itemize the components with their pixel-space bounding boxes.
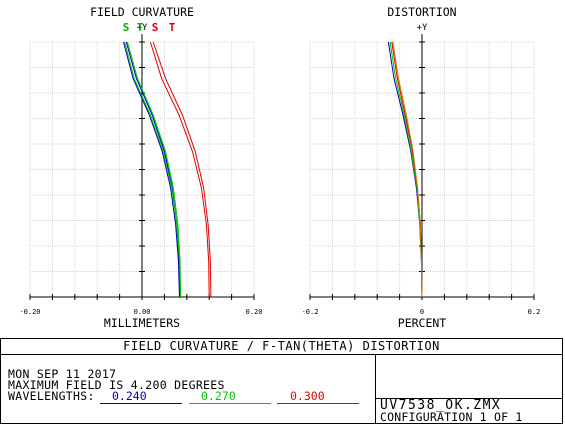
dist-x-tick-label: 0 <box>420 308 424 316</box>
legend-t-label: T <box>169 21 176 34</box>
fc-x-tick-label: -0.20 <box>19 308 40 316</box>
info-divider <box>375 354 376 424</box>
distortion-plot: -0.2 0 0.2 DISTORTION PERCENT +Y <box>302 5 541 330</box>
legend-s-label: S <box>152 21 159 34</box>
fc-series-line <box>152 41 212 298</box>
configuration-text: CONFIGURATION 1 OF 1 <box>380 410 523 424</box>
fc-x-tick-label: 0.00 <box>134 308 151 316</box>
wavelength-3: 0.300 <box>290 389 325 403</box>
legend-t-label: T <box>137 21 144 34</box>
wavelength-2-line <box>189 403 271 404</box>
dist-y-axis-label: +Y <box>417 23 428 33</box>
info-panel: FIELD CURVATURE / F-TAN(THETA) DISTORTIO… <box>0 338 563 424</box>
info-title: FIELD CURVATURE / F-TAN(THETA) DISTORTIO… <box>1 339 562 355</box>
dist-x-tick-label: 0.2 <box>528 308 541 316</box>
fc-series-line <box>149 41 210 298</box>
fc-y-axis-label: +Y <box>137 23 148 33</box>
dist-title: DISTORTION <box>387 5 456 19</box>
filename-box: UV7538_OK.ZMX CONFIGURATION 1 OF 1 <box>376 398 563 424</box>
fc-x-tick-label: 0.20 <box>246 308 263 316</box>
wavelength-3-line <box>277 403 359 404</box>
wavelength-2: 0.270 <box>201 389 236 403</box>
fc-series-line <box>126 41 182 298</box>
date-text: MON SEP 11 2017 <box>8 367 117 381</box>
filename-text: UV7538_OK.ZMX <box>380 398 502 413</box>
dist-x-tick-label: -0.2 <box>302 308 319 316</box>
wavelength-1-line <box>100 403 182 404</box>
fc-series-line <box>124 41 182 298</box>
fc-x-label: MILLIMETERS <box>104 316 180 330</box>
wavelengths-label: WAVELENGTHS: <box>8 389 95 403</box>
filename-rule <box>376 398 563 399</box>
wavelength-1: 0.240 <box>112 389 147 403</box>
fc-title: FIELD CURVATURE <box>90 5 194 19</box>
fc-series-line <box>123 41 181 298</box>
dist-series-line <box>392 41 423 298</box>
field-curvature-plot: -0.20 0.00 0.20 FIELD CURVATURE MILLIMETERS +… <box>19 5 262 330</box>
legend-s-label: S <box>123 21 130 34</box>
dist-x-label: PERCENT <box>398 316 447 330</box>
max-field-text: MAXIMUM FIELD IS 4.200 DEGREES <box>8 378 225 392</box>
